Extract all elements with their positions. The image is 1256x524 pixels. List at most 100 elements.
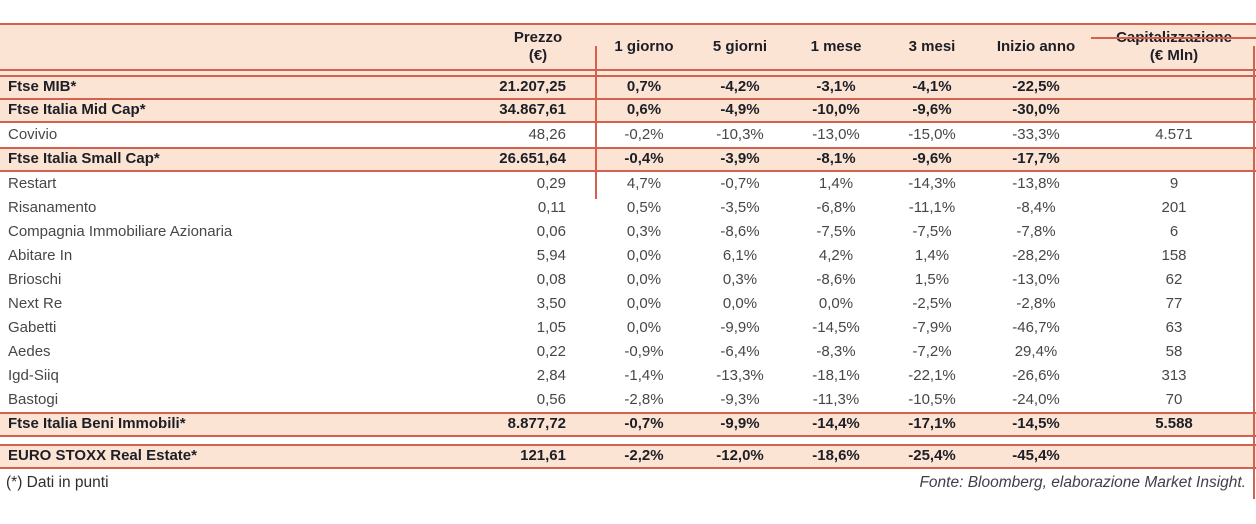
pct-1-mese-cell: -10,0% bbox=[788, 98, 884, 123]
pct-3-mesi-cell: -9,6% bbox=[884, 98, 980, 123]
row-name-cell: Restart bbox=[8, 174, 57, 192]
pct-inizio-anno-cell: -17,7% bbox=[980, 147, 1092, 172]
row-name-cell: Covivio bbox=[8, 125, 58, 143]
pct-inizio-anno-cell: -7,8% bbox=[1016, 222, 1056, 240]
table-row: Gabetti 1,05 0,0% -9,9% -14,5% -7,9% -46,7% 63 bbox=[0, 316, 1256, 340]
pct-5-giorni-cell: -9,9% bbox=[692, 412, 788, 437]
pct-5-giorni-cell: 0,0% bbox=[722, 294, 758, 312]
cap-cell: 313 bbox=[1161, 366, 1187, 384]
pct-inizio-anno-cell: -30,0% bbox=[980, 98, 1092, 123]
pct-1-mese-cell: -11,3% bbox=[812, 390, 860, 408]
cap-cell bbox=[1092, 98, 1256, 123]
pct-1-giorno-cell: 0,0% bbox=[626, 294, 662, 312]
pct-1-mese-cell: -8,1% bbox=[788, 147, 884, 172]
pct-1-mese-cell: -18,1% bbox=[812, 366, 860, 384]
pct-5-giorni-cell: -12,0% bbox=[692, 444, 788, 469]
pct-1-mese-cell: -8,3% bbox=[816, 342, 856, 360]
pct-3-mesi-cell: -14,3% bbox=[908, 174, 956, 192]
pct-1-giorno-cell: 0,3% bbox=[626, 222, 662, 240]
pct-inizio-anno-cell: -45,4% bbox=[980, 444, 1092, 469]
row-name-cell: Aedes bbox=[8, 342, 51, 360]
pct-1-giorno-cell: -0,4% bbox=[596, 147, 692, 172]
table-right-border bbox=[1253, 46, 1255, 499]
col-header-prezzo-line2: (€) bbox=[528, 47, 548, 64]
col-header-prezzo: Prezzo (€) bbox=[480, 23, 596, 71]
cap-cell: 9 bbox=[1169, 174, 1179, 192]
col-header-name bbox=[0, 23, 480, 71]
col-header-inizio-anno: Inizio anno bbox=[980, 23, 1092, 71]
pct-1-giorno-cell: 0,5% bbox=[626, 198, 662, 216]
pct-3-mesi-cell: -2,5% bbox=[912, 294, 952, 312]
prezzo-column-divider bbox=[595, 46, 597, 199]
cap-cell: 4.571 bbox=[1155, 125, 1193, 143]
pct-3-mesi-cell: -22,1% bbox=[908, 366, 956, 384]
pct-3-mesi-cell: -17,1% bbox=[884, 412, 980, 437]
price-cell: 48,26 bbox=[528, 125, 566, 143]
row-name-cell: Next Re bbox=[8, 294, 63, 312]
col-header-1-giorno: 1 giorno bbox=[596, 23, 692, 71]
cap-cell: 5.588 bbox=[1092, 412, 1256, 437]
table-row: Ftse Italia Small Cap* 26.651,64 -0,4% -3,9… bbox=[0, 147, 1256, 172]
pct-inizio-anno-cell: -22,5% bbox=[980, 75, 1092, 100]
pct-1-giorno-cell: -0,2% bbox=[624, 125, 664, 143]
cap-cell: 158 bbox=[1161, 246, 1187, 264]
price-cell: 0,22 bbox=[536, 342, 566, 360]
col-header-3-mesi: 3 mesi bbox=[884, 23, 980, 71]
table-row: Ftse MIB* 21.207,25 0,7% -4,2% -3,1% -4,1% -22… bbox=[0, 75, 1256, 100]
pct-3-mesi-cell: -7,5% bbox=[912, 222, 952, 240]
pct-5-giorni-cell: -3,9% bbox=[692, 147, 788, 172]
pct-5-giorni-cell: -10,3% bbox=[716, 125, 764, 143]
table-row: Compagnia Immobiliare Azionaria 0,06 0,3% -… bbox=[0, 220, 1256, 244]
pct-1-mese-cell: 1,4% bbox=[818, 174, 854, 192]
pct-inizio-anno-cell: -8,4% bbox=[1016, 198, 1056, 216]
pct-5-giorni-cell: -4,9% bbox=[692, 98, 788, 123]
table-row: EURO STOXX Real Estate* 121,61 -2,2% -12,0%… bbox=[0, 444, 1256, 469]
pct-1-giorno-cell: -2,8% bbox=[624, 390, 664, 408]
row-name-cell: Gabetti bbox=[8, 318, 57, 336]
pct-inizio-anno-cell: -28,2% bbox=[1012, 246, 1060, 264]
pct-5-giorni-cell: 0,3% bbox=[722, 270, 758, 288]
cap-cell: 6 bbox=[1169, 222, 1179, 240]
cap-cell bbox=[1092, 444, 1256, 469]
pct-3-mesi-cell: -25,4% bbox=[884, 444, 980, 469]
pct-5-giorni-cell: 6,1% bbox=[722, 246, 758, 264]
pct-3-mesi-cell: -9,6% bbox=[884, 147, 980, 172]
pct-5-giorni-cell: -9,9% bbox=[720, 318, 760, 336]
pct-3-mesi-cell: 1,5% bbox=[914, 270, 950, 288]
pct-3-mesi-cell: -4,1% bbox=[884, 75, 980, 100]
table-row: Covivio 48,26 -0,2% -10,3% -13,0% -15,0% -33,3… bbox=[0, 122, 1256, 148]
table-row: Ftse Italia Beni Immobili* 8.877,72 -0,7% -… bbox=[0, 412, 1256, 437]
pct-5-giorni-cell: -9,3% bbox=[720, 390, 760, 408]
pct-1-giorno-cell: 4,7% bbox=[626, 174, 662, 192]
col-header-cap-line2: (€ Mln) bbox=[1149, 47, 1199, 64]
pct-1-giorno-cell: 0,7% bbox=[596, 75, 692, 100]
partial-border-fragment bbox=[1091, 37, 1256, 39]
pct-1-mese-cell: 4,2% bbox=[818, 246, 854, 264]
header-double-rule-gap bbox=[0, 70, 1256, 76]
row-name-cell: Brioschi bbox=[8, 270, 62, 288]
col-header-1-mese: 1 mese bbox=[788, 23, 884, 71]
pct-inizio-anno-cell: 29,4% bbox=[1014, 342, 1058, 360]
row-name-cell: Ftse Italia Small Cap* bbox=[0, 147, 480, 172]
table-row: Aedes 0,22 -0,9% -6,4% -8,3% -7,2% 29,4% 58 bbox=[0, 340, 1256, 364]
pct-1-mese-cell: -6,8% bbox=[816, 198, 856, 216]
price-cell: 0,06 bbox=[536, 222, 566, 240]
pct-inizio-anno-cell: -13,8% bbox=[1012, 174, 1060, 192]
table-row: Brioschi 0,08 0,0% 0,3% -8,6% 1,5% -13,0% 62 bbox=[0, 268, 1256, 292]
row-name-cell: Risanamento bbox=[8, 198, 97, 216]
source-attribution: Fonte: Bloomberg, elaborazione Market In… bbox=[919, 474, 1246, 491]
cap-cell: 201 bbox=[1161, 198, 1187, 216]
pct-1-giorno-cell: 0,6% bbox=[596, 98, 692, 123]
row-name-cell: Bastogi bbox=[8, 390, 59, 408]
price-cell: 21.207,25 bbox=[480, 75, 596, 100]
pct-1-mese-cell: -3,1% bbox=[788, 75, 884, 100]
pct-1-giorno-cell: 0,0% bbox=[626, 246, 662, 264]
row-name-cell: EURO STOXX Real Estate* bbox=[0, 444, 480, 469]
pct-inizio-anno-cell: -33,3% bbox=[1012, 125, 1060, 143]
pct-5-giorni-cell: -6,4% bbox=[720, 342, 760, 360]
pct-1-mese-cell: -14,5% bbox=[812, 318, 860, 336]
pct-3-mesi-cell: -15,0% bbox=[908, 125, 956, 143]
pct-3-mesi-cell: -7,2% bbox=[912, 342, 952, 360]
table-row: Ftse Italia Mid Cap* 34.867,61 0,6% -4,9% -1… bbox=[0, 98, 1256, 123]
cap-cell bbox=[1092, 147, 1256, 172]
